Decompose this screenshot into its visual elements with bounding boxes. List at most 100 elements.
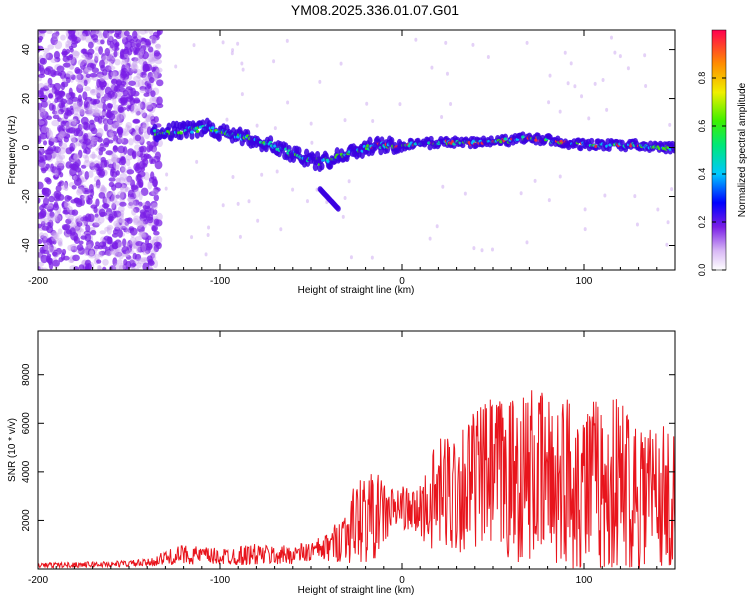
noise-blob bbox=[111, 154, 119, 161]
noise-blob bbox=[82, 91, 88, 101]
noise-blob bbox=[133, 217, 139, 226]
noise-blob bbox=[45, 177, 52, 185]
noise-blob bbox=[96, 128, 104, 137]
noise-blob bbox=[43, 217, 50, 223]
noise-blob bbox=[135, 245, 141, 254]
ridge-peak bbox=[195, 129, 200, 134]
noise-blob bbox=[137, 220, 146, 227]
noise-blob bbox=[64, 120, 70, 127]
noise-blob bbox=[58, 147, 67, 155]
noise-blob bbox=[73, 153, 80, 161]
noise-blob bbox=[79, 228, 84, 233]
noise-blob bbox=[38, 30, 47, 34]
ridge-peak bbox=[190, 130, 194, 134]
noise-blob bbox=[670, 187, 674, 192]
noise-blob bbox=[107, 123, 113, 131]
noise-blob bbox=[130, 41, 136, 48]
noise-blob bbox=[91, 89, 96, 94]
snr-series-line bbox=[38, 390, 675, 569]
noise-blob bbox=[147, 180, 153, 190]
noise-blob bbox=[85, 263, 92, 270]
noise-blob bbox=[153, 209, 158, 215]
noise-blob bbox=[70, 137, 78, 143]
noise-blob bbox=[130, 104, 139, 113]
noise-blob bbox=[75, 225, 83, 233]
noise-blob bbox=[98, 241, 107, 248]
ridge-core bbox=[589, 137, 595, 144]
noise-blob bbox=[129, 103, 135, 112]
noise-blob bbox=[71, 185, 77, 190]
noise-blob bbox=[48, 137, 54, 147]
noise-blob bbox=[142, 250, 149, 256]
noise-blob bbox=[58, 180, 65, 187]
noise-blob bbox=[548, 73, 552, 78]
noise-blob bbox=[148, 76, 155, 84]
noise-blob bbox=[117, 212, 124, 219]
noise-blob bbox=[149, 96, 157, 105]
noise-blob bbox=[117, 137, 125, 144]
noise-blob bbox=[66, 109, 73, 117]
noise-blob bbox=[156, 67, 163, 73]
noise-blob bbox=[72, 102, 80, 109]
noise-blob bbox=[52, 251, 58, 257]
noise-blob bbox=[110, 55, 115, 65]
noise-blob bbox=[127, 48, 133, 56]
noise-blob bbox=[114, 182, 123, 189]
noise-blob bbox=[115, 177, 121, 183]
noise-blob bbox=[91, 34, 99, 41]
colorbar bbox=[712, 30, 726, 270]
noise-blob bbox=[150, 58, 156, 64]
noise-blob bbox=[231, 174, 235, 179]
noise-blob bbox=[83, 159, 91, 167]
noise-blob bbox=[75, 119, 81, 125]
noise-blob bbox=[104, 250, 110, 256]
noise-blob bbox=[128, 201, 134, 207]
noise-blob bbox=[58, 130, 65, 140]
noise-blob bbox=[149, 156, 154, 165]
noise-blob bbox=[134, 258, 140, 265]
noise-blob bbox=[65, 40, 72, 48]
noise-blob bbox=[137, 79, 145, 89]
noise-blob bbox=[109, 250, 115, 255]
noise-blob bbox=[121, 246, 130, 254]
noise-blob bbox=[134, 236, 143, 241]
noise-blob bbox=[149, 207, 155, 217]
ridge-core bbox=[389, 137, 395, 146]
noise-blob bbox=[547, 198, 551, 203]
noise-blob bbox=[563, 50, 567, 55]
noise-blob bbox=[71, 209, 79, 216]
noise-blob bbox=[155, 103, 164, 109]
colorbar-tick-label: 0.4 bbox=[697, 168, 707, 181]
noise-blob bbox=[107, 32, 113, 42]
noise-blob bbox=[108, 177, 116, 182]
noise-blob bbox=[110, 78, 118, 85]
noise-blob bbox=[128, 80, 136, 86]
noise-blob bbox=[40, 217, 46, 224]
noise-blob bbox=[122, 48, 129, 55]
noise-blob bbox=[111, 70, 119, 77]
noise-blob bbox=[115, 194, 121, 199]
noise-blob bbox=[101, 203, 110, 209]
noise-blob bbox=[38, 158, 46, 168]
noise-blob bbox=[97, 154, 102, 160]
noise-blob bbox=[566, 81, 570, 86]
noise-blob bbox=[343, 118, 347, 123]
ridge-core bbox=[334, 147, 340, 156]
noise-blob bbox=[84, 109, 93, 115]
noise-blob bbox=[84, 154, 90, 164]
branch-blob bbox=[335, 205, 341, 212]
noise-blob bbox=[85, 67, 93, 72]
noise-blob bbox=[130, 227, 138, 236]
noise-blob bbox=[52, 215, 58, 222]
noise-blob bbox=[111, 120, 120, 129]
noise-blob bbox=[77, 149, 83, 159]
noise-blob bbox=[87, 102, 93, 112]
noise-blob bbox=[114, 110, 120, 118]
noise-blob bbox=[115, 121, 123, 126]
noise-blob bbox=[449, 102, 453, 107]
noise-blob bbox=[150, 90, 156, 98]
noise-blob bbox=[130, 204, 135, 210]
noise-blob bbox=[156, 79, 164, 87]
noise-blob bbox=[92, 104, 99, 109]
